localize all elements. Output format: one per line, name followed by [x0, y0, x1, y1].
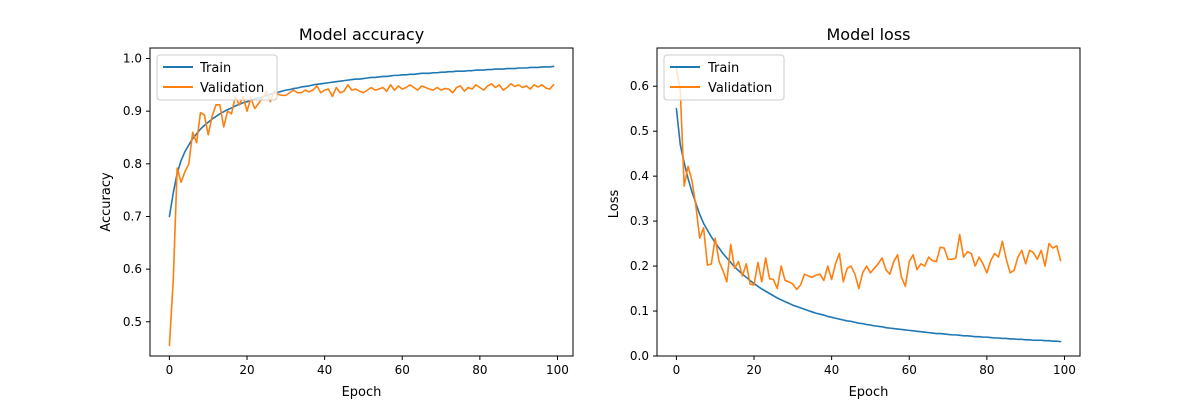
- accuracy-x-tick-label: 60: [395, 363, 410, 377]
- loss-validation-line: [675, 67, 1062, 291]
- loss-y-ticks: 0.0 0.1 0.2 0.3 0.4 0.5 0.6: [630, 79, 657, 363]
- loss-series: [675, 67, 1062, 343]
- loss-legend-validation-label: Validation: [708, 81, 772, 96]
- accuracy-y-tick-label: 0.8: [123, 157, 142, 171]
- accuracy-x-tick-label: 80: [472, 363, 487, 377]
- loss-x-ticks: 0 20 40 60 80 100: [673, 356, 1076, 377]
- loss-y-tick-label: 0.3: [630, 214, 649, 228]
- accuracy-legend: Train Validation: [156, 54, 278, 101]
- accuracy-y-tick-label: 0.7: [123, 209, 142, 223]
- loss-x-tick-label: 80: [979, 363, 994, 377]
- accuracy-y-axis-label: Accuracy: [99, 172, 114, 232]
- accuracy-y-ticks: 0.5 0.6 0.7 0.8 0.9 1.0: [123, 52, 150, 329]
- accuracy-chart-title: Model accuracy: [299, 25, 424, 44]
- accuracy-x-tick-label: 20: [239, 363, 254, 377]
- accuracy-legend-train-label: Train: [199, 61, 231, 76]
- accuracy-legend-validation-label: Validation: [200, 81, 264, 96]
- loss-x-tick-label: 60: [902, 363, 917, 377]
- loss-y-tick-label: 0.6: [630, 79, 649, 93]
- accuracy-y-tick-label: 0.9: [123, 104, 142, 118]
- loss-y-tick-label: 0.4: [630, 169, 649, 183]
- loss-y-axis-label: Loss: [607, 190, 622, 219]
- accuracy-x-tick-label: 40: [317, 363, 332, 377]
- accuracy-plot-frame: [149, 47, 574, 357]
- loss-y-tick-label: 0.2: [630, 259, 649, 273]
- accuracy-y-tick-label: 0.6: [123, 262, 142, 276]
- loss-x-tick-label: 100: [1053, 363, 1076, 377]
- loss-chart: Model loss Epoch Loss 0 20 40 60 80 100 0.00.…: [607, 25, 1081, 400]
- accuracy-x-axis-label: Epoch: [342, 385, 382, 400]
- loss-x-tick-label: 40: [824, 363, 839, 377]
- loss-legend: Train Validation: [663, 54, 785, 101]
- loss-y-tick-label: 0.5: [630, 124, 649, 138]
- accuracy-x-tick-label: 0: [166, 363, 174, 377]
- loss-train-line: [675, 107, 1062, 343]
- accuracy-series: [168, 65, 555, 347]
- loss-chart-title: Model loss: [826, 25, 910, 44]
- loss-x-tick-label: 0: [673, 363, 681, 377]
- loss-legend-train-label: Train: [707, 61, 739, 76]
- accuracy-chart: Model accuracy Epoch Accuracy 0 20 40 60 80 1…: [99, 25, 574, 400]
- accuracy-y-tick-label: 1.0: [123, 52, 142, 66]
- accuracy-y-tick-label: 0.5: [123, 315, 142, 329]
- accuracy-x-ticks: 0 20 40 60 80 100: [166, 356, 569, 377]
- loss-x-axis-label: Epoch: [849, 385, 889, 400]
- accuracy-validation-line: [168, 83, 555, 347]
- loss-plot-frame: [656, 47, 1081, 357]
- loss-y-tick-label: 0.0: [630, 349, 649, 363]
- loss-x-tick-label: 20: [746, 363, 761, 377]
- loss-y-tick-label: 0.1: [630, 304, 649, 318]
- accuracy-x-tick-label: 100: [546, 363, 569, 377]
